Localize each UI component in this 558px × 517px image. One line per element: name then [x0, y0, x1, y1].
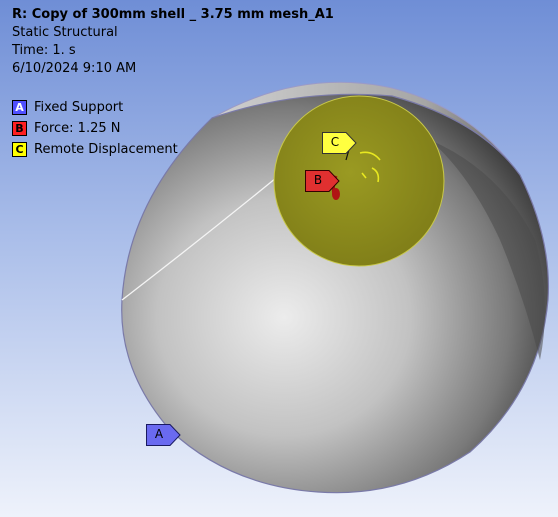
- legend-label-force: Force: 1.25 N: [34, 121, 121, 136]
- legend-item-force[interactable]: B Force: 1.25 N: [12, 118, 178, 139]
- legend-label-remote-displacement: Remote Displacement: [34, 142, 178, 157]
- top-face[interactable]: [274, 96, 444, 266]
- marker-b-label: B: [305, 170, 331, 190]
- legend-item-remote-displacement[interactable]: C Remote Displacement: [12, 139, 178, 160]
- legend-badge-b: B: [12, 121, 27, 136]
- legend-badge-c: C: [12, 142, 27, 157]
- boundary-condition-legend: A Fixed Support B Force: 1.25 N C Remote…: [12, 97, 178, 160]
- legend-item-fixed-support[interactable]: A Fixed Support: [12, 97, 178, 118]
- marker-a-label: A: [146, 424, 172, 444]
- legend-badge-a: A: [12, 100, 27, 115]
- marker-c-label: C: [322, 132, 348, 152]
- analysis-type: Static Structural: [12, 24, 118, 42]
- date-label: 6/10/2024 9:10 AM: [12, 60, 136, 78]
- result-title: R: Copy of 300mm shell _ 3.75 mm mesh_A1: [12, 6, 334, 24]
- time-label: Time: 1. s: [12, 42, 76, 60]
- legend-label-fixed-support: Fixed Support: [34, 100, 123, 115]
